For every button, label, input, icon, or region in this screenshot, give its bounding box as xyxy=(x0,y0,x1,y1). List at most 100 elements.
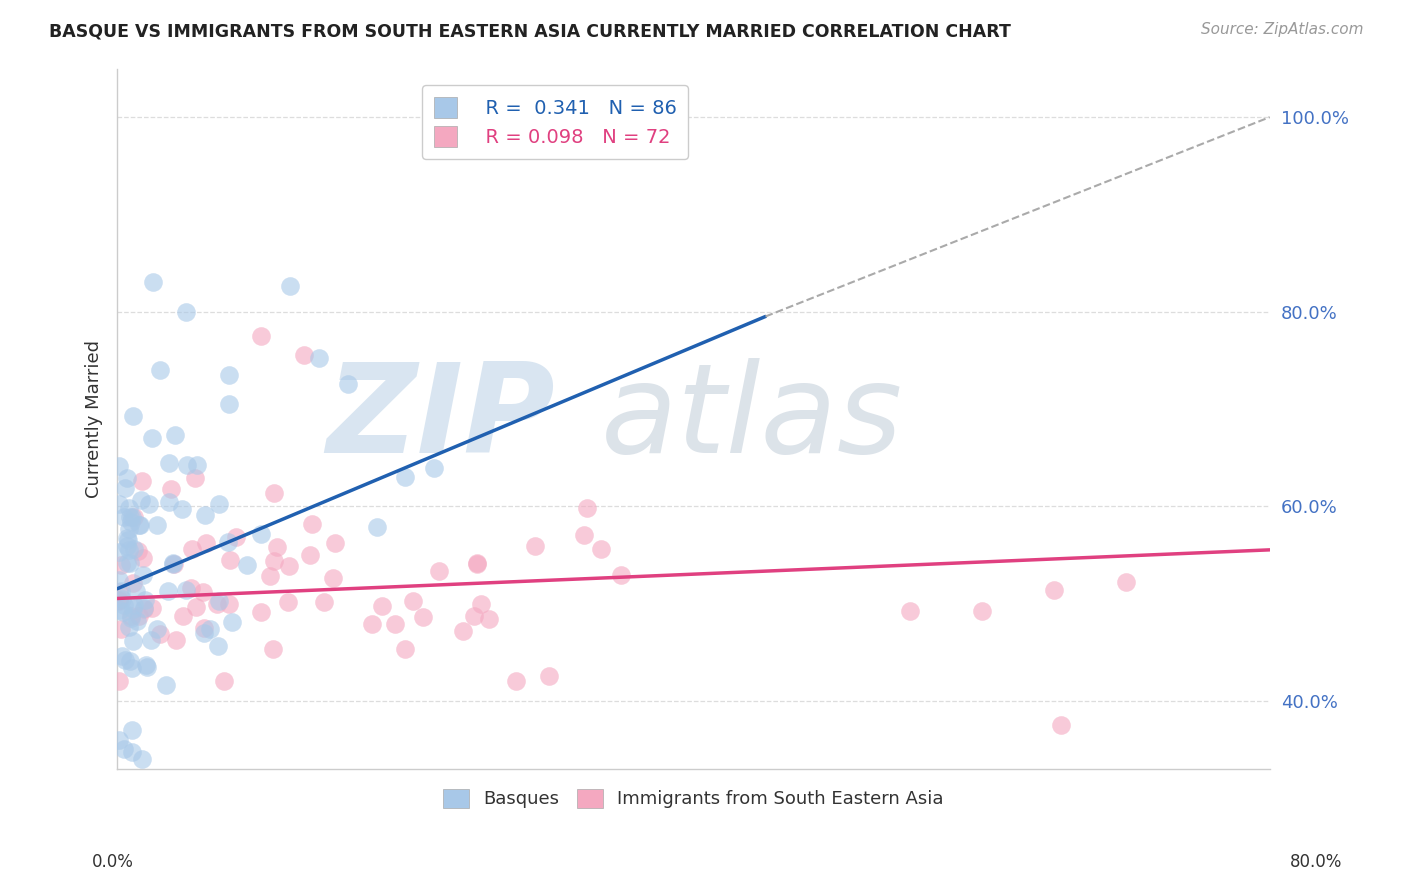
Point xyxy=(146,622,169,636)
Point xyxy=(132,602,155,616)
Point xyxy=(139,633,162,648)
Point xyxy=(451,624,474,638)
Point xyxy=(157,456,180,470)
Point xyxy=(225,530,247,544)
Point xyxy=(120,654,142,668)
Point xyxy=(217,535,239,549)
Point xyxy=(115,531,138,545)
Point xyxy=(263,485,285,500)
Point xyxy=(250,527,273,541)
Point xyxy=(402,593,425,607)
Point xyxy=(505,674,527,689)
Point xyxy=(142,276,165,290)
Point xyxy=(263,554,285,568)
Point xyxy=(412,610,434,624)
Point xyxy=(1115,575,1137,590)
Point xyxy=(467,557,489,571)
Text: 80.0%: 80.0% xyxy=(1291,853,1343,871)
Point xyxy=(180,581,202,595)
Point xyxy=(250,329,273,343)
Point xyxy=(277,559,299,574)
Point xyxy=(121,745,143,759)
Point xyxy=(176,458,198,472)
Point xyxy=(132,601,155,615)
Point xyxy=(108,497,131,511)
Point xyxy=(162,558,184,572)
Point xyxy=(127,543,149,558)
Point xyxy=(366,520,388,534)
Point xyxy=(112,598,135,612)
Point xyxy=(124,541,146,556)
Point xyxy=(572,528,595,542)
Point xyxy=(160,483,183,497)
Point xyxy=(193,621,215,635)
Point xyxy=(174,582,197,597)
Point xyxy=(112,509,135,524)
Point xyxy=(336,376,359,391)
Point xyxy=(308,351,330,365)
Point xyxy=(120,557,142,571)
Point xyxy=(212,674,235,689)
Point xyxy=(141,601,163,615)
Point xyxy=(118,523,141,537)
Point xyxy=(115,540,138,554)
Point xyxy=(128,517,150,532)
Point xyxy=(118,543,141,558)
Point xyxy=(184,471,207,485)
Point xyxy=(120,609,142,624)
Point xyxy=(110,583,132,598)
Point xyxy=(135,658,157,673)
Point xyxy=(262,641,284,656)
Point xyxy=(250,605,273,619)
Point xyxy=(194,508,217,523)
Point xyxy=(131,752,153,766)
Point xyxy=(110,558,132,572)
Point xyxy=(122,602,145,616)
Point xyxy=(145,518,167,533)
Point xyxy=(128,609,150,624)
Text: ZIP: ZIP xyxy=(326,358,555,479)
Point xyxy=(218,397,240,411)
Point xyxy=(194,536,217,550)
Point xyxy=(394,642,416,657)
Point xyxy=(125,614,148,628)
Point xyxy=(170,501,193,516)
Point xyxy=(610,567,633,582)
Point xyxy=(107,574,129,588)
Point xyxy=(122,634,145,648)
Point xyxy=(163,557,186,571)
Point xyxy=(120,510,142,524)
Point xyxy=(294,348,316,362)
Point xyxy=(141,431,163,445)
Point xyxy=(180,541,202,556)
Point xyxy=(360,617,382,632)
Text: 0.0%: 0.0% xyxy=(91,853,134,871)
Point xyxy=(107,585,129,599)
Point xyxy=(1042,583,1064,598)
Point xyxy=(107,544,129,558)
Text: BASQUE VS IMMIGRANTS FROM SOUTH EASTERN ASIA CURRENTLY MARRIED CORRELATION CHART: BASQUE VS IMMIGRANTS FROM SOUTH EASTERN … xyxy=(49,22,1011,40)
Point xyxy=(218,368,240,383)
Point xyxy=(589,542,612,557)
Point xyxy=(122,509,145,524)
Point xyxy=(110,623,132,637)
Point xyxy=(538,669,561,683)
Point xyxy=(122,598,145,612)
Point xyxy=(117,533,139,547)
Point xyxy=(107,593,129,607)
Point xyxy=(112,742,135,756)
Point xyxy=(193,584,215,599)
Point xyxy=(163,428,186,442)
Point xyxy=(384,617,406,632)
Point xyxy=(208,593,231,607)
Point xyxy=(219,553,242,567)
Point xyxy=(134,593,156,607)
Point xyxy=(155,678,177,692)
Point xyxy=(478,612,501,626)
Point xyxy=(1049,718,1071,732)
Point xyxy=(131,475,153,489)
Point xyxy=(370,599,392,614)
Point xyxy=(107,732,129,747)
Point xyxy=(132,551,155,566)
Point xyxy=(122,409,145,423)
